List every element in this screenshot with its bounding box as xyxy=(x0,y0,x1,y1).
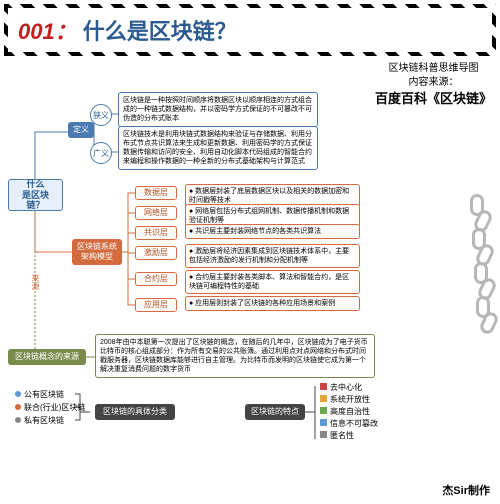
feature-1: 系统开放性 xyxy=(320,394,370,405)
categories-label: 区块链的具体分类 xyxy=(95,404,175,420)
layer-2: 共识层 xyxy=(135,226,177,240)
layer-1: 网络层 xyxy=(135,206,177,220)
author-credit: 杰Sir制作 xyxy=(442,482,490,498)
layer-3: 激励层 xyxy=(135,246,177,260)
features-label: 区块链的特点 xyxy=(245,404,305,420)
header-number: 001： xyxy=(18,14,77,46)
narrow-badge: 狭义 xyxy=(90,104,112,126)
feature-2: 高度自治性 xyxy=(320,406,370,417)
layer-desc-2: ● 共识层主要封装网络节点的各类共识算法 xyxy=(185,224,360,239)
source-tag: 来源 xyxy=(30,274,41,290)
definition-label: 定义 xyxy=(68,122,94,138)
layer-desc-4: ● 合约层主要封装各类脚本、算法和智能合约，是区块链可编程特性的基础 xyxy=(185,270,360,294)
category-2: 私有区块链 xyxy=(15,415,64,426)
layer-4: 合约层 xyxy=(135,272,177,286)
layer-5: 应用层 xyxy=(135,298,177,312)
mindmap-canvas: 什么 是区块链？ 定义 狭义 广义 区块链是一种按照时间顺序将数据区块以顺序相连… xyxy=(0,84,500,504)
feature-0: 去中心化 xyxy=(320,382,362,393)
header-banner: 001： 什么是区块链？ xyxy=(4,4,496,56)
layer-0: 数据层 xyxy=(135,186,177,200)
architecture-label: 区块链系统 架构模型 xyxy=(72,239,122,265)
header-title: 什么是区块链？ xyxy=(83,14,237,46)
category-1: 联合(行业)区块链 xyxy=(15,402,85,413)
feature-3: 信息不可篡改 xyxy=(320,418,378,429)
broad-badge: 广义 xyxy=(90,142,112,164)
origin-label: 区块链概念的来源 xyxy=(8,349,86,365)
root-node: 什么 是区块链？ xyxy=(8,179,63,211)
feature-4: 匿名性 xyxy=(320,430,354,441)
chain-decoration xyxy=(462,194,500,344)
origin-desc: 2008年由中本聪第一次提出了区块链的概念，在随后的几年中，区块链成为了电子货币… xyxy=(95,334,375,378)
layer-desc-3: ● 激励层将经济因素集成到区块链技术体系中，主要包括经济激励的发行机制和分配机制… xyxy=(185,244,360,268)
layer-desc-5: ● 应用层则封装了区块链的各种应用场景和案例 xyxy=(185,296,360,311)
narrow-desc: 区块链是一种按照时间顺序将数据区块以顺序相连的方式组合成的一种链式数据结构，并以… xyxy=(118,92,318,127)
broad-desc: 区块链技术是利用块链式数据结构来验证与存储数据、利用分布式节点共识算法来生成和更… xyxy=(118,126,318,170)
source-line1: 区块链科普思维导图 xyxy=(375,62,492,76)
category-0: 公有区块链 xyxy=(15,389,64,400)
